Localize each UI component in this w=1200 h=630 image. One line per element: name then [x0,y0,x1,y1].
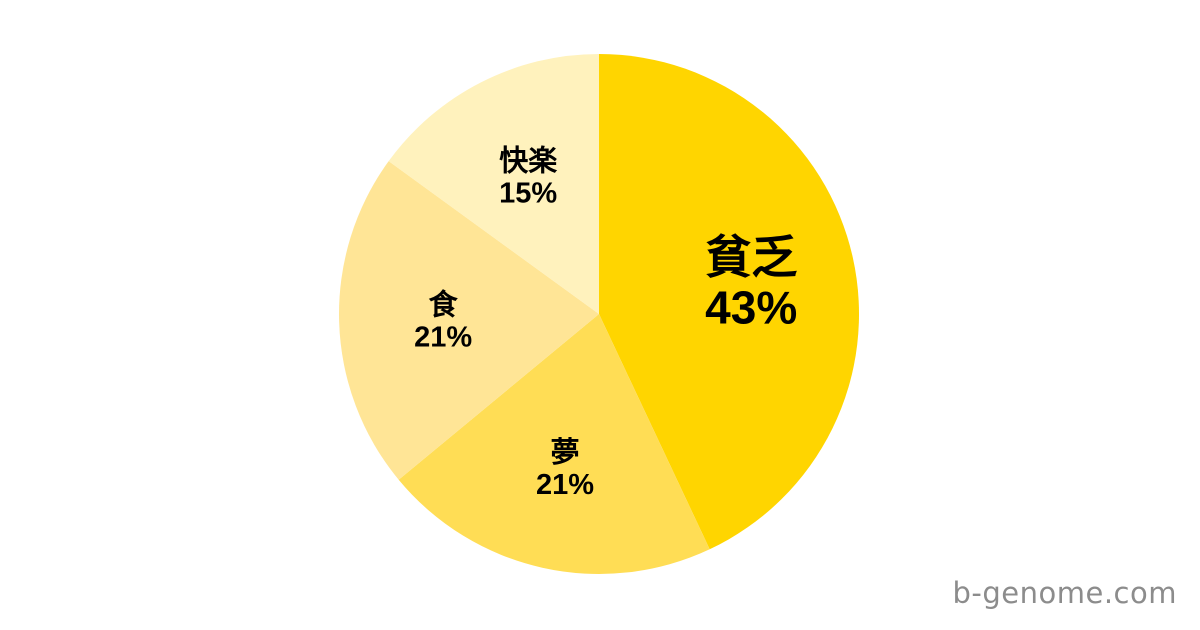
pie-slice-0 [599,54,860,550]
slice-label-1: 夢 21% [536,436,594,501]
slice-label-2: 食 21% [414,288,472,354]
pie-slice-1 [398,314,710,575]
pie-slice-2 [339,161,599,480]
watermark-text: b-genome.com [952,576,1177,610]
pie-slice-3 [388,54,599,314]
slice-label-3: 快楽 15% [499,145,557,210]
slice-label-0: 貧乏 43% [705,231,797,334]
